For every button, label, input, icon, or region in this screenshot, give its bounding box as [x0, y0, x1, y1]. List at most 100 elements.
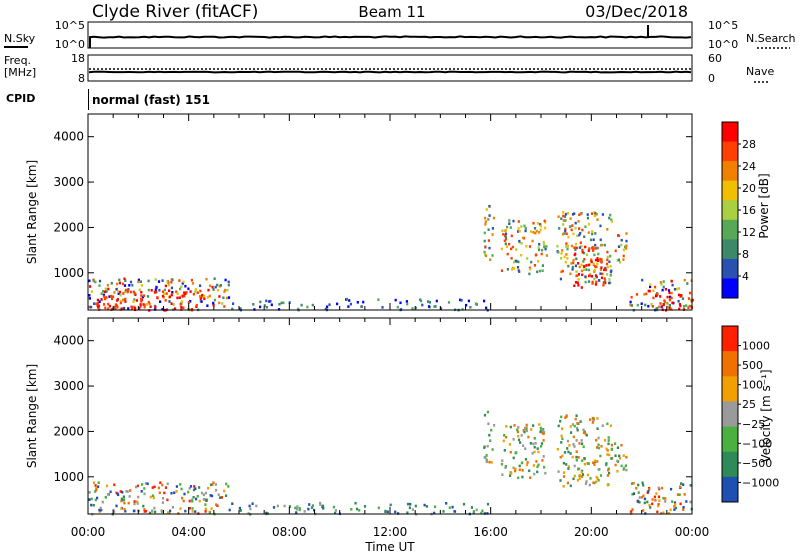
data-cell [653, 495, 656, 499]
data-cell [661, 486, 664, 490]
data-cell [224, 288, 227, 292]
data-cell [190, 278, 193, 282]
data-cell [564, 229, 567, 233]
data-cell [95, 488, 98, 491]
data-cell [135, 299, 138, 302]
data-cell [573, 424, 576, 428]
data-cell [635, 486, 638, 490]
data-cell [490, 461, 493, 464]
data-cell [170, 293, 173, 297]
data-cell [103, 303, 106, 306]
data-cell [682, 508, 685, 511]
data-cell [116, 305, 119, 309]
data-cell [227, 485, 230, 488]
data-cell [408, 506, 411, 510]
data-cell [216, 283, 219, 287]
data-cell [185, 291, 188, 294]
data-cell [559, 455, 562, 459]
data-cell [625, 468, 628, 472]
data-cell [211, 483, 214, 486]
nsearch-tick-bottom: 10^0 [708, 38, 738, 51]
data-cell [654, 285, 657, 289]
data-cell [564, 227, 567, 231]
data-cell [263, 304, 266, 307]
data-cell [118, 281, 121, 285]
data-cell [218, 295, 221, 298]
data-cell [204, 491, 208, 495]
data-cell [155, 286, 158, 289]
data-cell [594, 265, 597, 268]
data-cell [508, 242, 511, 246]
data-cell [687, 306, 690, 309]
data-cell [96, 301, 100, 305]
data-cell [384, 510, 387, 513]
cpid-value: normal (fast) 151 [92, 93, 210, 107]
data-cell [485, 208, 488, 211]
data-cell [668, 306, 671, 310]
data-cell [640, 302, 643, 305]
data-cell [119, 301, 122, 305]
data-cell [625, 232, 628, 235]
data-cell [652, 289, 655, 292]
data-cell [298, 508, 301, 512]
data-cell [575, 450, 578, 453]
data-cell [159, 481, 162, 484]
data-cell [328, 303, 331, 306]
data-cell [572, 435, 575, 439]
data-cell [541, 264, 544, 267]
data-cell [154, 510, 157, 514]
data-cell [563, 232, 566, 235]
velocity-plot-background [88, 318, 692, 514]
data-cell [199, 284, 202, 287]
data-cell [161, 294, 165, 298]
data-cell [206, 296, 210, 299]
data-cell [127, 501, 130, 505]
data-cell [102, 293, 105, 297]
data-cell [579, 420, 582, 423]
data-cell [524, 426, 527, 430]
data-cell [484, 253, 487, 256]
data-cell [609, 265, 612, 268]
data-cell [227, 283, 230, 287]
data-cell [442, 510, 445, 513]
data-cell [105, 296, 108, 299]
freq-panel-frame [87, 54, 693, 82]
data-cell [90, 290, 93, 293]
data-cell [576, 234, 579, 238]
x-tick-label: 12:00 [373, 525, 408, 539]
data-cell [608, 278, 611, 281]
data-cell [650, 302, 653, 306]
data-cell [167, 511, 170, 514]
data-cell [566, 257, 569, 260]
data-cell [563, 215, 567, 218]
data-cell [419, 298, 422, 301]
data-cell [660, 283, 663, 286]
data-cell [523, 224, 526, 228]
data-cell [319, 503, 322, 506]
data-cell [533, 445, 536, 449]
data-cell [522, 444, 525, 447]
data-cell [656, 510, 659, 514]
data-cell [563, 255, 566, 259]
data-cell [96, 304, 99, 307]
data-cell [660, 305, 663, 308]
data-cell [427, 300, 430, 303]
colorbar-segment [722, 141, 738, 162]
data-cell [486, 502, 490, 506]
data-cell [491, 227, 494, 230]
data-cell [512, 260, 516, 264]
data-cell [88, 491, 91, 494]
data-cell [593, 459, 597, 463]
data-cell [595, 280, 598, 284]
data-cell [578, 477, 581, 480]
data-cell [151, 486, 154, 489]
data-cell [377, 298, 380, 301]
data-cell [562, 219, 565, 222]
data-cell [571, 213, 575, 216]
nsky-panel-frame [87, 21, 693, 49]
data-cell [470, 506, 473, 509]
data-cell [561, 232, 565, 236]
data-cell [223, 290, 226, 293]
time-axis-labels: 00:00 04:00 08:00 12:00 16:00 20:00 00:00 [71, 525, 710, 539]
